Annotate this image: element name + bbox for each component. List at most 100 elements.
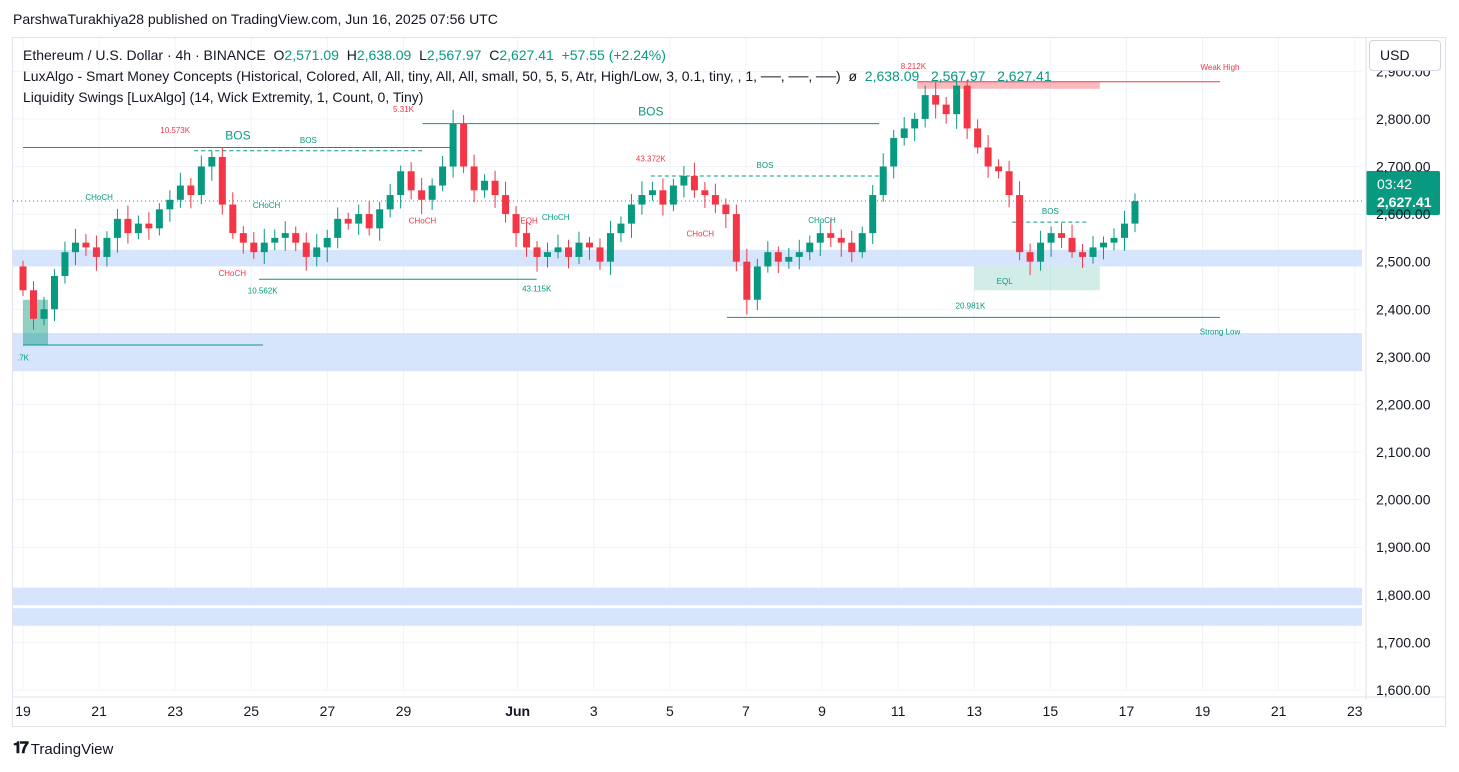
choch-label: CHoCH	[253, 201, 281, 210]
choch-label: CHoCH	[218, 269, 246, 278]
symbol-row: Ethereum / U.S. Dollar · 4h · BINANCE O2…	[23, 45, 1052, 66]
candle-down	[29, 290, 37, 319]
high-value: 2,638.09	[356, 47, 412, 63]
candle-up	[890, 137, 898, 167]
publish-attribution: ParshwaTurakhiya28 published on TradingV…	[13, 11, 498, 27]
x-tick-label: 15	[1043, 703, 1059, 719]
candle-up	[953, 85, 961, 115]
bos-label: BOS	[225, 128, 250, 142]
choch-label: CHoCH	[542, 213, 570, 222]
x-tick-label: 25	[244, 703, 260, 719]
liquidity-zone	[13, 333, 1362, 372]
candle-down	[82, 242, 90, 248]
y-tick-label: 2,100.00	[1376, 444, 1431, 460]
candle-up	[197, 166, 205, 196]
candle-down	[743, 261, 751, 300]
candle-down	[837, 237, 845, 243]
bos-label: BOS	[300, 136, 317, 145]
candle-down	[974, 128, 982, 148]
weak-high-zone	[917, 81, 1100, 89]
x-tick-label: 17	[1119, 703, 1135, 719]
candle-up	[1120, 223, 1128, 238]
weak-high-label: Weak High	[1201, 63, 1240, 72]
candle-down	[523, 233, 531, 248]
choch-label: CHoCH	[85, 193, 113, 202]
candle-down	[1026, 252, 1034, 262]
annotations: 03:42 2,627.41 BOS BOS BOS BOS BOS Weak High Str…	[13, 62, 1440, 363]
candle-up	[1110, 237, 1118, 243]
candle-down	[145, 223, 153, 229]
currency-button[interactable]: USD	[1369, 40, 1441, 71]
close-label: C	[489, 47, 500, 63]
candle-up	[638, 195, 646, 205]
candle-up	[323, 237, 331, 248]
y-tick-label: 2,200.00	[1376, 396, 1431, 412]
high-label: H	[346, 47, 357, 63]
y-tick-label: 2,800.00	[1376, 111, 1431, 127]
candle-up	[260, 242, 268, 253]
liquidity-label: 43.372K	[636, 154, 666, 163]
structure-lines	[23, 81, 1220, 346]
symbol-name[interactable]: Ethereum / U.S. Dollar · 4h · BINANCE	[23, 47, 266, 63]
candle-down	[1016, 195, 1024, 253]
candle-down	[732, 214, 740, 262]
candle-up	[1037, 242, 1045, 262]
candle-down	[229, 204, 237, 234]
candle-up	[71, 242, 79, 253]
indicator-smc-row[interactable]: LuxAlgo - Smart Money Concepts (Historic…	[23, 66, 1052, 87]
candle-down	[722, 204, 730, 215]
candle-up	[669, 185, 677, 205]
candle-down	[418, 190, 426, 200]
liquidity-zones	[13, 249, 1362, 626]
open-value: 2,571.09	[284, 47, 339, 63]
y-tick-label: 2,500.00	[1376, 254, 1431, 270]
bos-label: BOS	[638, 105, 663, 119]
x-tick-label: 19	[1195, 703, 1211, 719]
candle-down	[995, 166, 1003, 172]
chart-frame[interactable]	[12, 37, 1446, 727]
candle-down	[239, 233, 247, 243]
candle-up	[1131, 201, 1139, 224]
eql-label: EQL	[997, 277, 1014, 286]
x-tick-label: 27	[320, 703, 336, 719]
liquidity-label: 10.562K	[248, 287, 278, 296]
candle-down	[502, 195, 510, 215]
tradingview-logo[interactable]: 𝟏𝟕 TradingView	[13, 740, 113, 758]
candle-down	[124, 218, 132, 234]
y-tick-label: 1,700.00	[1376, 634, 1431, 650]
candle-down	[92, 247, 100, 257]
candle-up	[334, 218, 342, 238]
indicator-liquidity-row[interactable]: Liquidity Swings [LuxAlgo] (14, Wick Ext…	[23, 87, 1052, 108]
indicator-smc-name: LuxAlgo - Smart Money Concepts (Historic…	[23, 68, 841, 84]
candle-down	[1058, 233, 1066, 238]
strong-low-label: Strong Low	[1200, 327, 1241, 336]
liquidity-label: 20.981K	[956, 301, 986, 310]
candle-up	[879, 166, 887, 196]
x-tick-label: 9	[818, 703, 826, 719]
candle-down	[512, 214, 520, 234]
y-tick-label: 2,000.00	[1376, 492, 1431, 508]
candle-up	[764, 252, 772, 267]
candles	[19, 74, 1139, 330]
candle-down	[774, 252, 782, 262]
candle-down	[690, 176, 698, 191]
candle-down	[701, 190, 709, 196]
candle-down	[659, 190, 667, 205]
candle-up	[544, 252, 552, 257]
candle-up	[554, 247, 562, 253]
candle-down	[533, 247, 541, 257]
candle-up	[376, 209, 384, 229]
candle-up	[355, 214, 363, 224]
candle-up	[134, 223, 142, 234]
time-axis: 19 21 23 25 27 29 Jun 3 5 7 9 11 13 15 17 19 21 23	[13, 696, 1446, 719]
candle-down	[302, 242, 310, 257]
y-tick-label: 1,800.00	[1376, 587, 1431, 603]
y-tick-label: 1,900.00	[1376, 539, 1431, 555]
candle-up	[795, 252, 803, 257]
candle-down	[292, 233, 300, 243]
candle-down	[963, 85, 971, 129]
candle-up	[113, 218, 121, 238]
candle-up	[911, 118, 919, 129]
x-tick-label: 7	[742, 703, 750, 719]
